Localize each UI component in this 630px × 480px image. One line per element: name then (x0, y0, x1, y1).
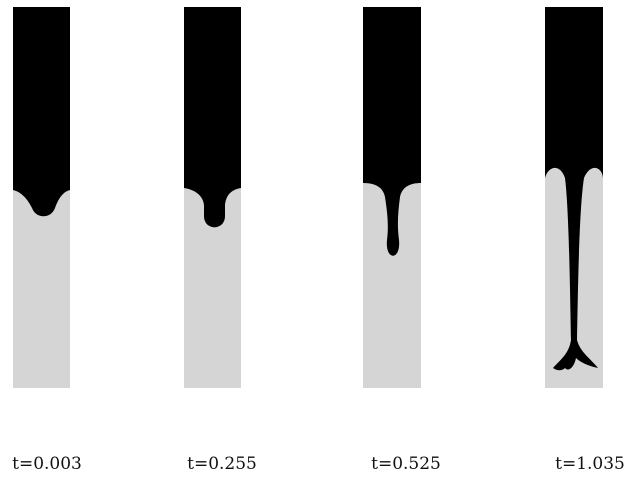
panel (545, 7, 603, 388)
panel (184, 7, 241, 388)
light-fluid (13, 7, 70, 216)
figure: t=0.003 t=0.255 t=0.525 t=1.035 (0, 0, 630, 480)
panel (363, 7, 421, 388)
panels (0, 0, 630, 400)
time-label: t=0.525 (346, 454, 466, 474)
time-label: t=1.035 (530, 454, 630, 474)
panel (13, 7, 70, 388)
time-label: t=0.003 (0, 454, 107, 474)
time-label: t=0.255 (162, 454, 282, 474)
